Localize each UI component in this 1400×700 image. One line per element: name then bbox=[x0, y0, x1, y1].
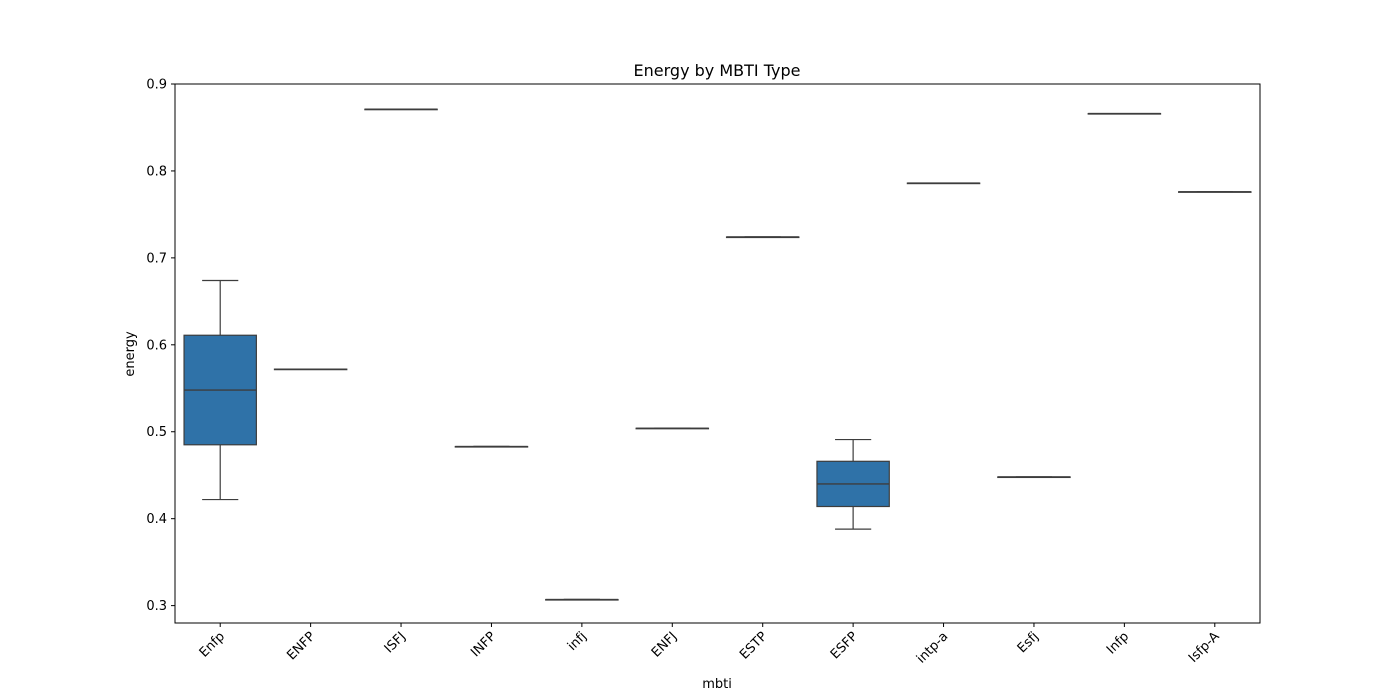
x-tick-label: Infp bbox=[1104, 629, 1132, 657]
x-tick-label: ENFP bbox=[284, 629, 318, 663]
box-1 bbox=[273, 368, 348, 371]
x-tick-label: ESFP bbox=[828, 629, 861, 662]
y-tick-label: 0.4 bbox=[146, 512, 167, 527]
y-tick-label: 0.9 bbox=[146, 78, 167, 93]
x-axis-label: mbti bbox=[702, 677, 732, 692]
x-axis: Enfp ENFP ISFJ INFP infj ENFJ ESTP ESFP intp-a Es… bbox=[197, 623, 1223, 667]
box-9 bbox=[997, 476, 1071, 479]
x-tick-label: infj bbox=[565, 629, 590, 654]
box-11 bbox=[1178, 191, 1252, 193]
box-4 bbox=[545, 598, 619, 601]
chart-title: Energy by MBTI Type bbox=[634, 61, 801, 80]
box-5 bbox=[635, 427, 710, 430]
box-2 bbox=[364, 108, 438, 111]
x-tick-label: ESTP bbox=[737, 629, 771, 663]
plot-frame bbox=[174, 83, 1261, 624]
x-tick-label: Isfp-A bbox=[1186, 629, 1223, 666]
box-6 bbox=[725, 236, 800, 239]
x-tick-label: Enfp bbox=[197, 629, 228, 660]
box-0 bbox=[183, 279, 257, 501]
box-7 bbox=[816, 438, 890, 530]
x-tick-label: ENFJ bbox=[649, 629, 680, 660]
x-tick-label: intp-a bbox=[914, 629, 951, 666]
x-tick-label: INFP bbox=[468, 629, 499, 660]
box-3 bbox=[454, 445, 529, 448]
box-8 bbox=[906, 182, 981, 185]
x-tick-label: Esfj bbox=[1015, 629, 1042, 656]
y-tick-label: 0.3 bbox=[146, 599, 167, 614]
y-tick-label: 0.5 bbox=[146, 425, 167, 440]
y-tick-label: 0.6 bbox=[146, 338, 167, 353]
x-tick-label: ISFJ bbox=[382, 629, 409, 656]
y-tick-label: 0.7 bbox=[146, 251, 167, 266]
y-axis: 0.3 0.4 0.5 0.6 0.7 0.8 0.9 bbox=[146, 78, 175, 614]
box-10 bbox=[1087, 112, 1162, 115]
y-axis-label: energy bbox=[123, 331, 138, 377]
plot-area bbox=[183, 108, 1252, 601]
y-tick-label: 0.8 bbox=[146, 164, 167, 179]
